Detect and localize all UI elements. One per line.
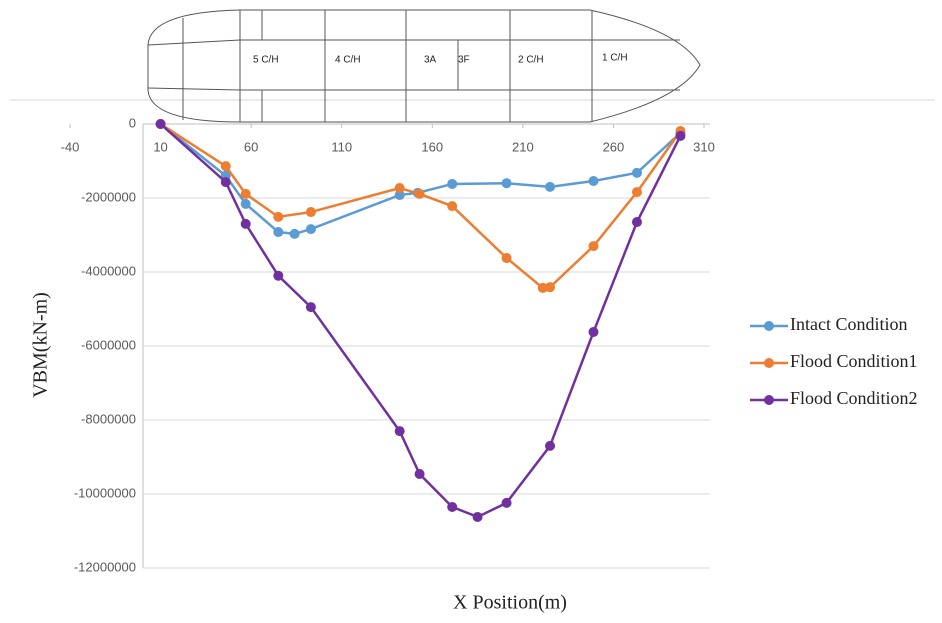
- data-point: [273, 227, 284, 238]
- series-line: [159, 123, 682, 236]
- x-tick-label: 160: [421, 139, 443, 154]
- data-point: [220, 161, 231, 172]
- series-line: [159, 123, 682, 519]
- data-point: [501, 497, 512, 508]
- x-tick-label: 260: [603, 139, 625, 154]
- data-point: [155, 119, 166, 129]
- data-point: [305, 224, 316, 235]
- data-point: [394, 426, 405, 437]
- y-tick-label: -2000000: [81, 189, 136, 204]
- legend-marker: [764, 395, 774, 405]
- data-point: [447, 501, 458, 512]
- x-tick-label: 60: [244, 139, 258, 154]
- legend-label: Flood Condition2: [790, 388, 918, 408]
- data-point: [447, 178, 458, 189]
- compartment-label: 4 C/H: [335, 55, 361, 66]
- y-tick-label: -10000000: [74, 485, 136, 500]
- y-tick-label: -8000000: [81, 411, 136, 426]
- data-point: [305, 207, 316, 218]
- compartment-label: 3F: [458, 55, 470, 66]
- data-point: [472, 511, 483, 522]
- x-tick-label: 310: [693, 139, 715, 154]
- y-tick-label: -6000000: [81, 337, 136, 352]
- data-point: [414, 188, 425, 199]
- data-point: [501, 252, 512, 263]
- data-point: [305, 302, 316, 313]
- legend-marker: [764, 321, 774, 331]
- data-point: [289, 228, 300, 239]
- data-point: [545, 282, 556, 293]
- data-point: [501, 178, 512, 189]
- series-line: [159, 122, 682, 290]
- compartment-label: 5 C/H: [253, 55, 279, 66]
- data-point: [240, 218, 251, 229]
- x-tick-label: 210: [512, 139, 534, 154]
- legend-marker: [764, 358, 774, 368]
- compartment-label: 1 C/H: [602, 53, 628, 64]
- data-point: [220, 177, 231, 188]
- data-point: [240, 188, 251, 199]
- y-tick-label: -12000000: [74, 559, 136, 574]
- data-point: [394, 190, 405, 201]
- y-tick-label: -4000000: [81, 263, 136, 278]
- y-tick-label: 0: [129, 115, 136, 130]
- data-point: [631, 167, 642, 178]
- compartment-label: 2 C/H: [518, 55, 544, 66]
- data-point: [447, 201, 458, 212]
- data-point: [414, 469, 425, 480]
- legend-label: Intact Condition: [790, 314, 907, 334]
- data-point: [588, 326, 599, 337]
- x-tick-label: 10: [153, 139, 167, 154]
- data-point: [545, 181, 556, 192]
- data-point: [588, 175, 599, 186]
- data-point: [545, 440, 556, 451]
- data-point: [273, 211, 284, 222]
- data-point: [537, 282, 548, 293]
- data-point: [273, 270, 284, 281]
- data-point: [631, 217, 642, 228]
- x-tick-label: 110: [331, 139, 352, 154]
- data-point: [240, 198, 251, 209]
- y-axis-title: VBM(kN-m): [30, 292, 52, 398]
- data-point: [675, 130, 686, 141]
- data-point: [394, 183, 405, 194]
- data-point: [588, 241, 599, 252]
- data-point: [631, 187, 642, 198]
- ship-diagram: 5 C/H 4 C/H 3A 3F 2 C/H 1 C/H: [147, 9, 701, 123]
- x-tick-label: -40: [61, 139, 80, 154]
- legend-label: Flood Condition1: [790, 351, 918, 371]
- x-axis-title: X Position(m): [453, 592, 567, 614]
- compartment-label: 3A: [424, 55, 437, 66]
